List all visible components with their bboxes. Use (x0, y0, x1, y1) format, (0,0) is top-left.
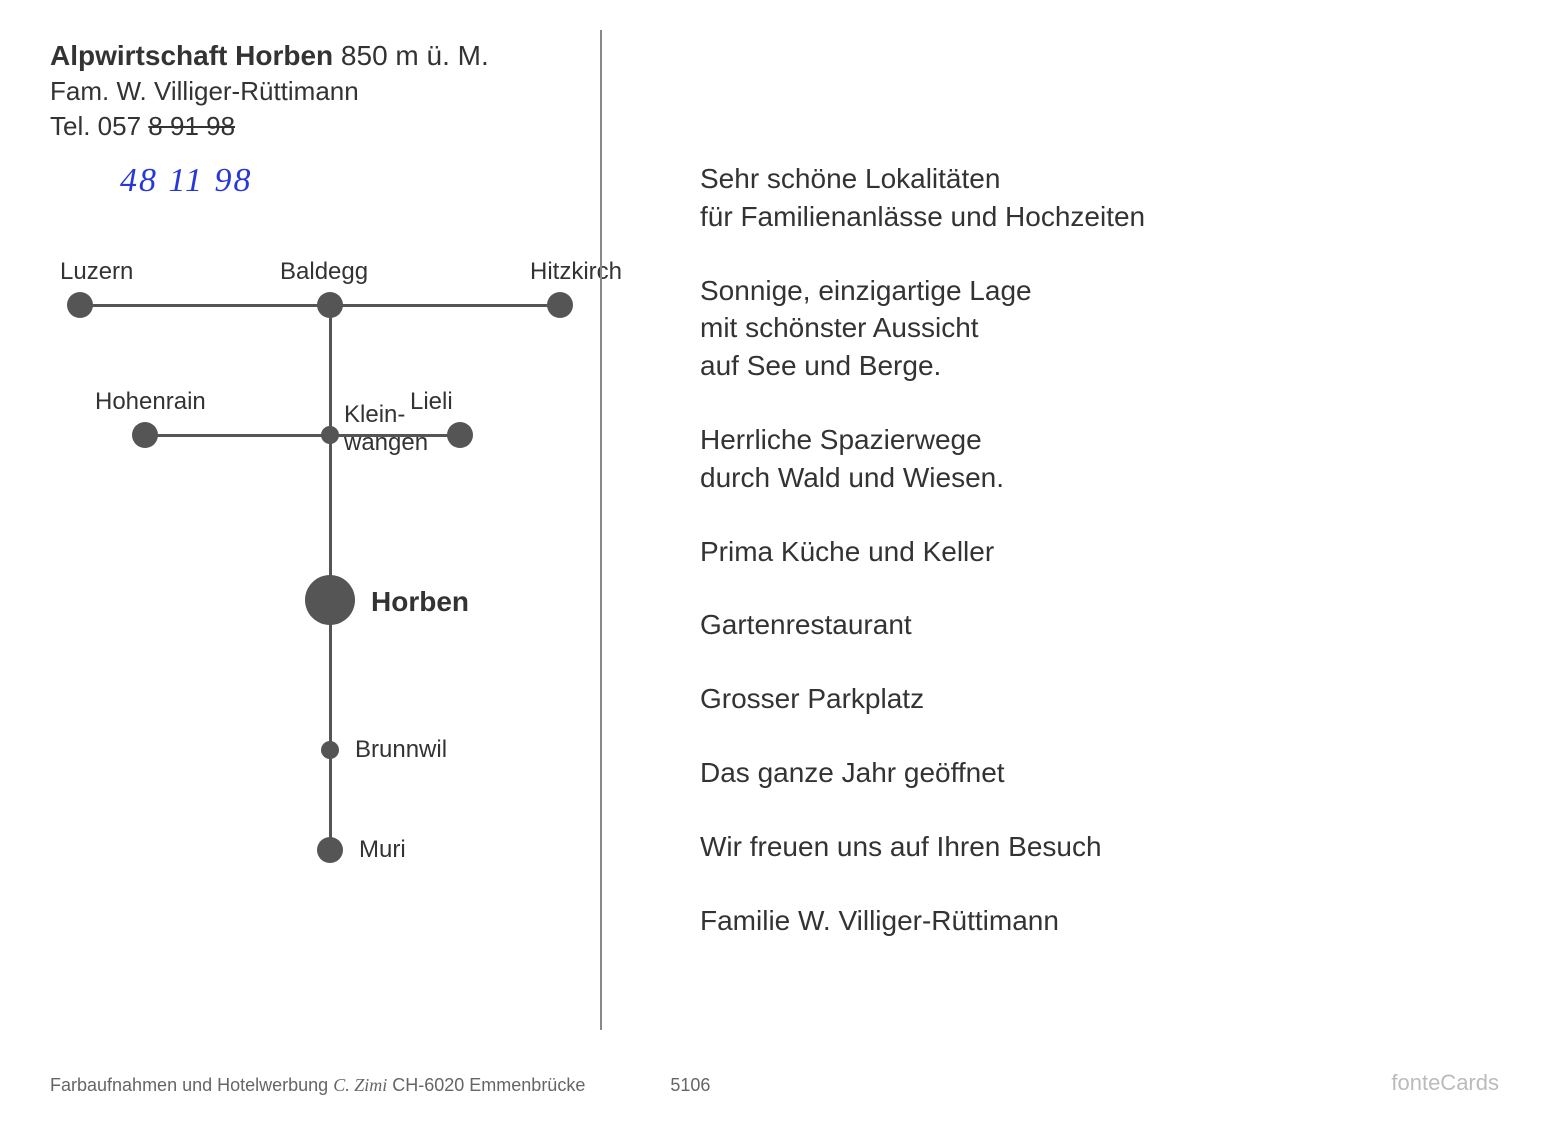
left-panel: Alpwirtschaft Horben 850 m ü. M. Fam. W.… (50, 40, 640, 1091)
footer-brand: C. Zimi (333, 1075, 387, 1095)
handwritten-number: 48 11 98 (120, 162, 640, 200)
header-block: Alpwirtschaft Horben 850 m ü. M. Fam. W.… (50, 40, 640, 200)
map-node-muri (317, 837, 343, 863)
text-block-8: Familie W. Villiger-Rüttimann (700, 902, 1499, 940)
map-label-brunnwil: Brunnwil (355, 736, 447, 764)
location-map: LuzernBaldeggHitzkirchHohenrainKlein-wan… (50, 250, 600, 930)
text-block-7: Wir freuen uns auf Ihren Besuch (700, 828, 1499, 866)
tel-prefix: Tel. 057 (50, 111, 148, 141)
postcard-back: Alpwirtschaft Horben 850 m ü. M. Fam. W.… (0, 0, 1549, 1131)
map-node-horben (305, 575, 355, 625)
text-block-3: Prima Küche und Keller (700, 533, 1499, 571)
footer-id: 5106 (670, 1075, 710, 1095)
watermark: fonteCards (1391, 1070, 1499, 1096)
text-block-6: Das ganze Jahr geöffnet (700, 754, 1499, 792)
map-node-hitzkirch (547, 292, 573, 318)
map-label-baldegg: Baldegg (280, 258, 368, 286)
map-node-hohenrain (132, 422, 158, 448)
text-block-4: Gartenrestaurant (700, 606, 1499, 644)
title-rest: 850 m ü. M. (333, 40, 489, 71)
map-label-horben: Horben (371, 586, 469, 618)
map-label-hohenrain: Hohenrain (95, 388, 206, 416)
subtitle: Fam. W. Villiger-Rüttimann (50, 76, 640, 107)
footer-text: Farbaufnahmen und Hotelwerbung (50, 1075, 328, 1095)
map-label-lieli: Lieli (410, 388, 453, 416)
map-label-luzern: Luzern (60, 258, 133, 286)
vertical-divider (600, 30, 602, 1030)
text-block-1: Sonnige, einzigartige Lagemit schönster … (700, 272, 1499, 385)
map-label-hitzkirch: Hitzkirch (530, 258, 622, 286)
text-block-5: Grosser Parkplatz (700, 680, 1499, 718)
map-node-lieli (447, 422, 473, 448)
map-label-muri: Muri (359, 836, 406, 864)
footer: Farbaufnahmen und Hotelwerbung C. Zimi C… (50, 1075, 710, 1096)
map-node-brunnwil (321, 741, 339, 759)
footer-address: CH-6020 Emmenbrücke (392, 1075, 585, 1095)
map-node-kleinwangen (321, 426, 339, 444)
tel-strike: 8 91 98 (148, 111, 235, 141)
text-block-0: Sehr schöne Lokalitätenfür Familienanläs… (700, 160, 1499, 236)
map-node-luzern (67, 292, 93, 318)
text-block-2: Herrliche Spazierwegedurch Wald und Wies… (700, 421, 1499, 497)
tel-line: Tel. 057 8 91 98 (50, 111, 640, 142)
title-bold: Alpwirtschaft Horben (50, 40, 333, 71)
right-panel: Sehr schöne Lokalitätenfür Familienanläs… (640, 40, 1499, 1091)
title-line: Alpwirtschaft Horben 850 m ü. M. (50, 40, 640, 72)
map-node-baldegg (317, 292, 343, 318)
